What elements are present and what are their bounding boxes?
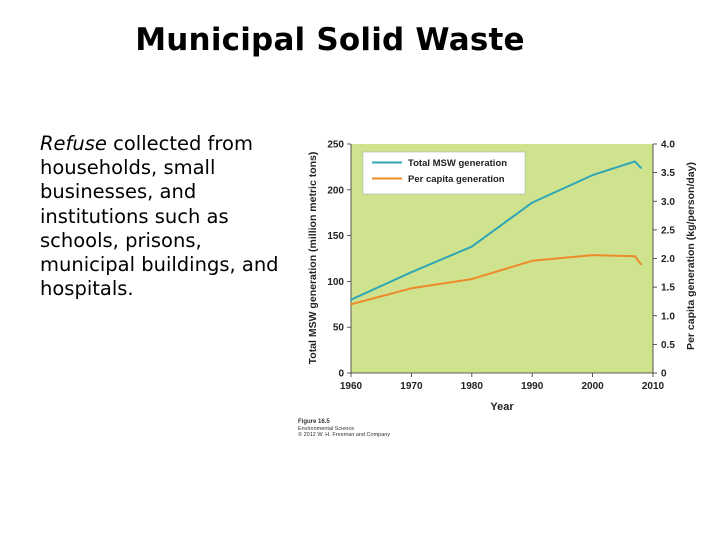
- x-tick-label: 2010: [642, 381, 665, 392]
- y2-tick-label: 3.5: [661, 168, 675, 179]
- caption-figure: Figure 16.5: [298, 419, 330, 425]
- y-tick-label: 200: [327, 185, 344, 196]
- y2-tick-label: 3.0: [661, 197, 675, 208]
- x-tick-label: 1990: [521, 381, 544, 392]
- y2-tick-label: 4.0: [661, 140, 675, 151]
- x-tick-label: 2000: [581, 381, 604, 392]
- body-text: Refuse collected from households, small …: [40, 132, 300, 301]
- y2-axis-label: Per capita generation (kg/person/day): [685, 162, 697, 350]
- legend-box: [362, 151, 526, 195]
- x-tick-label: 1970: [400, 381, 423, 392]
- legend-label-per-capita: Per capita generation: [408, 174, 505, 185]
- y2-tick-label: 1.5: [661, 283, 675, 294]
- y2-tick-label: 1.0: [661, 311, 675, 322]
- y-tick-label: 250: [327, 140, 344, 151]
- y-axis-label: Total MSW generation (million metric ton…: [307, 152, 319, 365]
- y2-tick-label: 0: [661, 369, 667, 380]
- y2-tick-label: 0.5: [661, 340, 675, 351]
- y-tick-label: 0: [338, 369, 344, 380]
- slide-title: Municipal Solid Waste: [135, 22, 525, 58]
- legend: Total MSW generation Per capita generatio…: [362, 151, 526, 195]
- series-line-total: [350, 160, 642, 301]
- x-axis-label: Year: [490, 401, 514, 413]
- y2-tick-label: 2.0: [661, 254, 675, 265]
- body-text-rest: collected from households, small busines…: [40, 132, 279, 301]
- y-tick-label: 50: [333, 323, 345, 334]
- caption-copyright: © 2012 W. H. Freeman and Company: [298, 432, 391, 439]
- caption-book: Environmental Science: [298, 425, 355, 432]
- y2-tick-label: 2.5: [661, 225, 675, 236]
- series-line-per-capita: [350, 254, 642, 306]
- figure-caption: Figure 16.5 Environmental Science © 2012…: [298, 419, 390, 439]
- y-tick-label: 100: [327, 277, 344, 288]
- x-tick-label: 1980: [461, 381, 484, 392]
- x-tick-label: 1960: [340, 381, 363, 392]
- y-tick-label: 150: [327, 231, 344, 242]
- body-text-emphasis: Refuse: [40, 132, 107, 155]
- legend-label-total: Total MSW generation: [408, 158, 507, 169]
